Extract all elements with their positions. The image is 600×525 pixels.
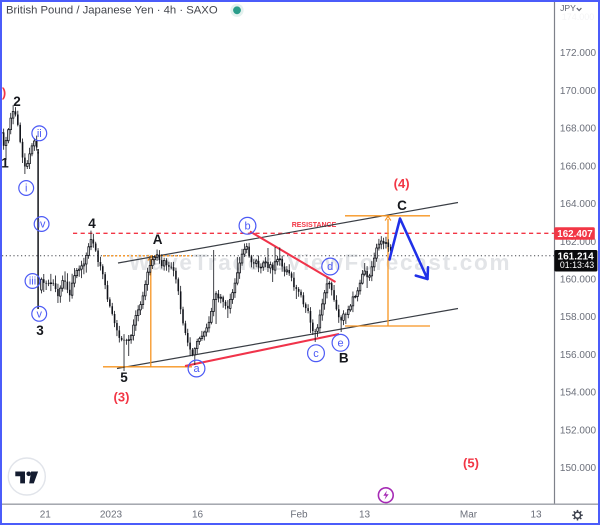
svg-text:C: C (397, 198, 407, 213)
svg-text:(5): (5) (463, 456, 479, 471)
svg-text:v: v (36, 308, 42, 320)
svg-text:5: 5 (120, 370, 128, 385)
svg-text:ii: ii (37, 128, 42, 140)
svg-text:13: 13 (359, 509, 371, 520)
svg-text:162.407: 162.407 (557, 229, 593, 240)
svg-text:A: A (153, 232, 163, 247)
svg-text:d: d (327, 261, 333, 273)
svg-text:(4): (4) (394, 176, 410, 191)
svg-text:4: 4 (88, 216, 96, 231)
svg-text:01:13:43: 01:13:43 (560, 260, 594, 270)
svg-text:170.000: 170.000 (560, 86, 597, 97)
svg-text:154.000: 154.000 (560, 388, 597, 399)
svg-text:166.000: 166.000 (560, 161, 597, 172)
svg-text:WaveTradersViewForecast.com: WaveTradersViewForecast.com (129, 250, 511, 275)
svg-text:164.000: 164.000 (560, 199, 597, 210)
svg-text:a: a (193, 363, 200, 375)
svg-text:JPY: JPY (560, 3, 576, 13)
svg-text:161.214: 161.214 (558, 251, 595, 262)
svg-text:2023: 2023 (100, 509, 123, 520)
svg-text:172.000: 172.000 (560, 48, 597, 59)
svg-text:i: i (25, 183, 27, 195)
svg-text:156.000: 156.000 (560, 350, 597, 361)
svg-text:174.000: 174.000 (562, 12, 595, 22)
svg-text:): ) (2, 85, 6, 100)
svg-text:c: c (313, 348, 319, 360)
svg-text:158.000: 158.000 (560, 312, 597, 323)
svg-text:e: e (337, 337, 343, 349)
svg-text:13: 13 (530, 509, 542, 520)
svg-text:iii: iii (29, 276, 36, 288)
svg-text:British Pound / Japanese Yen ·: British Pound / Japanese Yen · 4h · SAXO (6, 5, 218, 17)
svg-text:16: 16 (192, 509, 204, 520)
svg-text:Feb: Feb (290, 509, 308, 520)
svg-text:3: 3 (36, 323, 44, 338)
svg-text:160.000: 160.000 (560, 275, 597, 286)
svg-text:2: 2 (13, 94, 21, 109)
svg-text:152.000: 152.000 (560, 425, 597, 436)
svg-text:150.000: 150.000 (560, 463, 597, 474)
svg-text:168.000: 168.000 (560, 124, 597, 135)
svg-text:162.000: 162.000 (560, 237, 597, 248)
svg-text:21: 21 (40, 509, 52, 520)
svg-text:Mar: Mar (460, 509, 478, 520)
svg-text:B: B (339, 351, 349, 366)
svg-text:1: 1 (1, 156, 9, 171)
svg-text:iv: iv (38, 219, 46, 231)
svg-text:(3): (3) (114, 390, 130, 405)
svg-text:RESISTANCE: RESISTANCE (292, 222, 337, 229)
svg-text:b: b (244, 220, 250, 232)
